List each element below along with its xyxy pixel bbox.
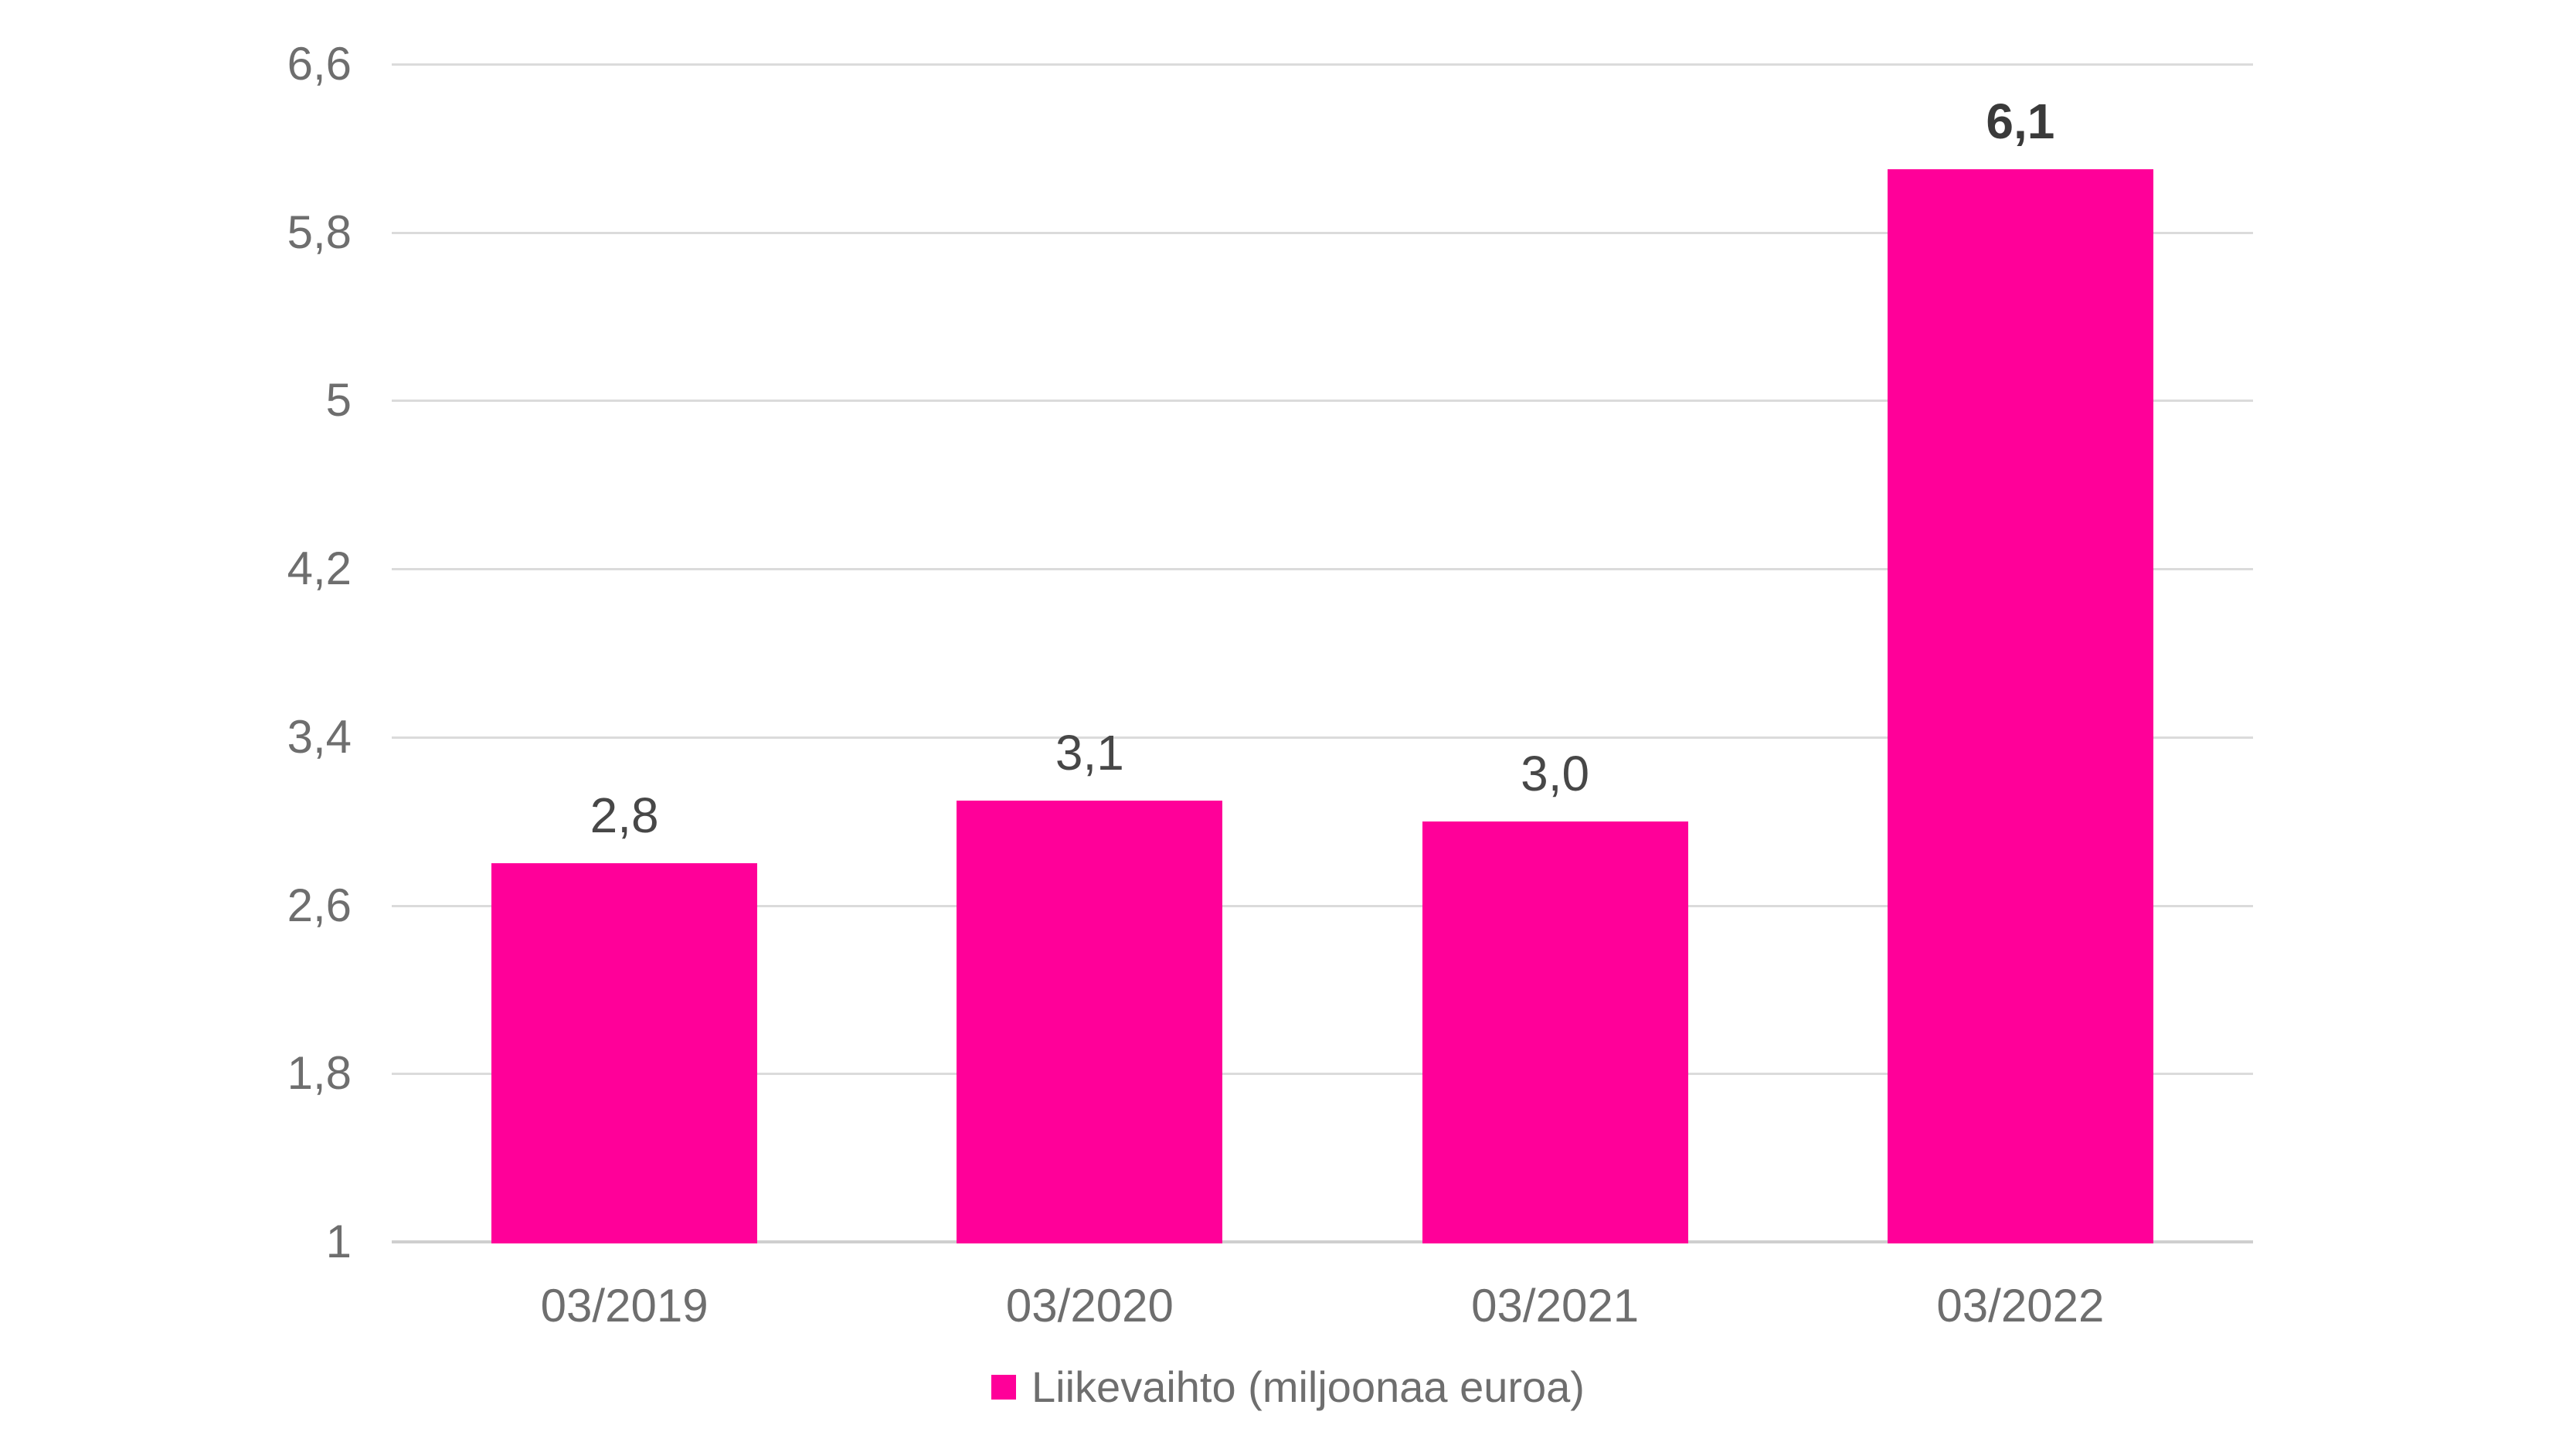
- gridline: [392, 736, 2253, 739]
- gridline: [392, 63, 2253, 66]
- bar-value-label: 6,1: [1986, 94, 2055, 150]
- legend-label: Liikevaihto (miljoonaa euroa): [1031, 1362, 1585, 1411]
- legend-swatch-icon: [991, 1375, 1017, 1400]
- y-axis-tick-label: 2,6: [287, 879, 352, 931]
- bar-value-label: 3,1: [1055, 724, 1124, 781]
- gridline: [392, 1073, 2253, 1076]
- y-axis-tick-label: 3,4: [287, 710, 352, 763]
- bar-03/2022[interactable]: [1887, 169, 2153, 1243]
- legend[interactable]: Liikevaihto (miljoonaa euroa): [0, 1362, 2576, 1413]
- y-axis-tick-label: 1,8: [287, 1047, 352, 1100]
- gridline: [392, 904, 2253, 907]
- x-axis-line: [392, 1240, 2253, 1243]
- y-axis-tick-label: 5: [325, 374, 352, 427]
- x-axis-tick-label: 03/2019: [540, 1280, 709, 1332]
- y-axis-tick-label: 5,8: [287, 206, 352, 258]
- bar-value-label: 2,8: [590, 787, 659, 844]
- x-axis-tick-label: 03/2021: [1471, 1280, 1640, 1332]
- bar-03/2020[interactable]: [957, 800, 1223, 1243]
- gridline: [392, 231, 2253, 234]
- bar-03/2019[interactable]: [491, 863, 758, 1243]
- gridline: [392, 568, 2253, 571]
- y-axis-tick-label: 6,6: [287, 38, 352, 90]
- gridline: [392, 400, 2253, 403]
- x-axis-tick-label: 03/2020: [1005, 1280, 1174, 1332]
- bar-value-label: 3,0: [1521, 745, 1590, 801]
- x-axis-tick-label: 03/2022: [1936, 1280, 2105, 1332]
- bar-03/2021[interactable]: [1422, 821, 1688, 1243]
- y-axis-tick-label: 1: [325, 1216, 352, 1267]
- y-axis-tick-label: 4,2: [287, 543, 352, 595]
